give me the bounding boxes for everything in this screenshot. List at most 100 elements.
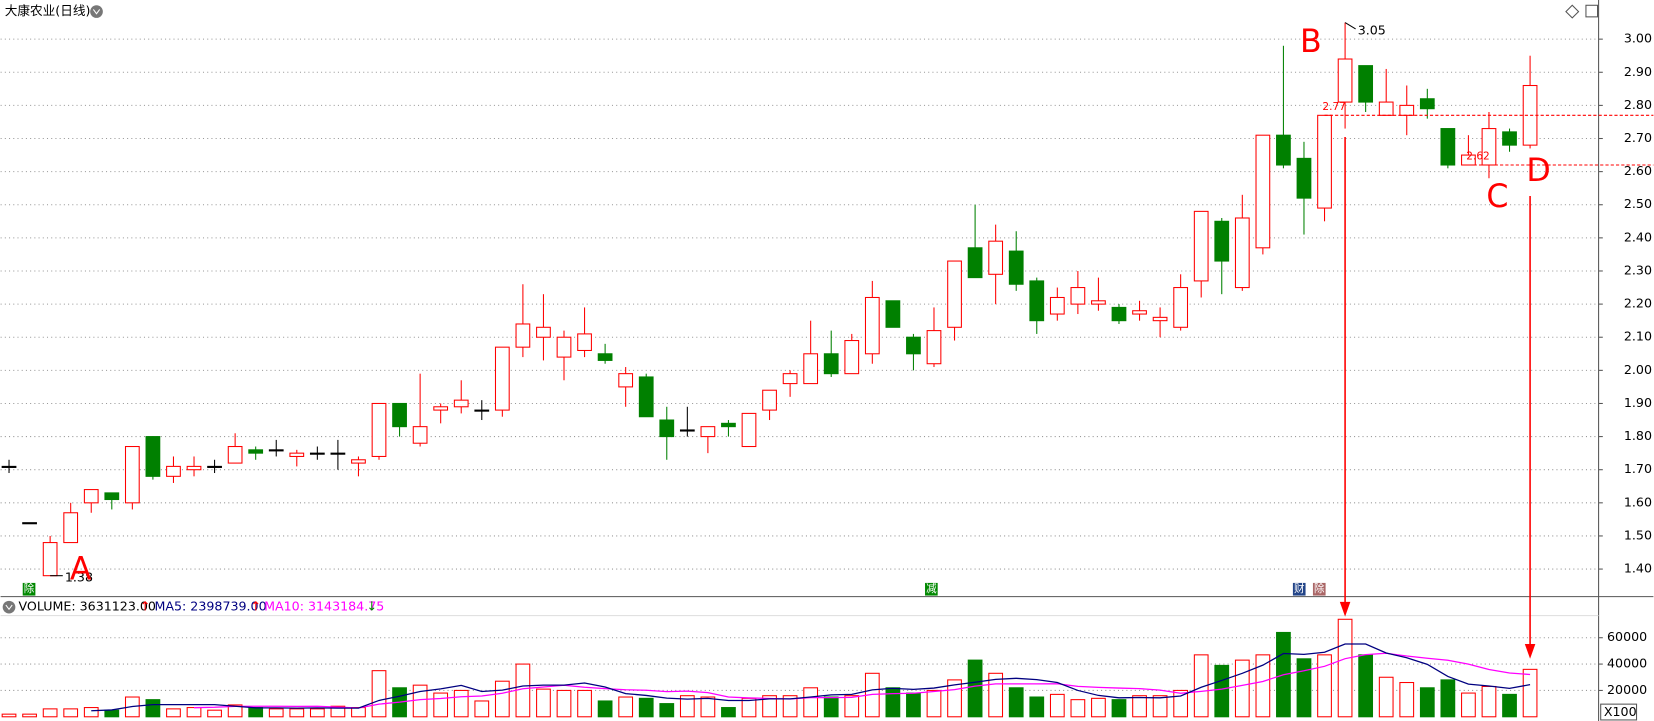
candle-body (638, 376, 654, 418)
volume-bar (1193, 654, 1209, 718)
candle-body (741, 412, 757, 448)
candle-body (1296, 157, 1312, 199)
y-tick-label: 60000 (1607, 629, 1647, 644)
window-button[interactable] (1585, 4, 1599, 18)
volume-header: VOLUME: 3631123.00 ↑ MA5: 2398739.00 ↑ M… (19, 599, 385, 614)
candle-body (1481, 128, 1497, 166)
candle-body (1419, 98, 1435, 110)
volume-bar (1440, 679, 1456, 718)
volume-bar (474, 700, 490, 718)
candle-body (330, 452, 346, 455)
candle-body (1193, 210, 1209, 282)
candle-body (1440, 128, 1456, 166)
volume-bar (741, 697, 757, 718)
candle-body (679, 429, 695, 432)
volume-bar (679, 695, 695, 718)
candle-body (721, 422, 736, 428)
candle-body (947, 260, 962, 328)
candle-body (1091, 300, 1106, 305)
volume-bar (618, 696, 634, 718)
candle-body (597, 353, 613, 361)
volume-bar (1337, 618, 1353, 718)
y-tick-label: 2.10 (1624, 329, 1652, 344)
candle-body (166, 465, 181, 477)
candle-body (1317, 114, 1332, 209)
volume-menu[interactable] (2, 600, 16, 614)
volume-bar (1132, 695, 1147, 718)
event-icon-box (1292, 582, 1306, 596)
extreme-pointer (1344, 22, 1356, 30)
volume-bar (494, 680, 510, 718)
candle-body (227, 445, 243, 464)
y-tick-label: 1.80 (1624, 428, 1652, 443)
volume-bar (63, 708, 79, 718)
candle-body (124, 445, 140, 504)
candle-body (474, 409, 490, 412)
event-icon-box (925, 582, 938, 596)
y-tick-label: 1.40 (1624, 561, 1652, 576)
candle-body (1008, 250, 1024, 285)
candle-body (1132, 310, 1147, 315)
volume-bar (659, 703, 675, 718)
candle-body (536, 326, 551, 338)
volume-bar (556, 689, 572, 718)
volume-bar (1399, 681, 1415, 718)
candle-body (988, 240, 1004, 275)
candle-body (1358, 65, 1374, 103)
volume-bar (1214, 664, 1230, 718)
y-tick-label: 2.20 (1624, 296, 1652, 311)
volume-bar (1111, 699, 1127, 718)
candle-body (83, 489, 99, 504)
volume-bar (1008, 687, 1024, 718)
candle-body (1214, 220, 1230, 262)
candle-body (577, 333, 592, 352)
candle-body (1029, 280, 1045, 322)
annotation-letter: A (70, 551, 92, 587)
volume-bar (906, 692, 921, 718)
candle-body (1070, 287, 1086, 305)
candle-body (145, 436, 161, 477)
y-tick-label: 1.60 (1624, 494, 1652, 509)
title-menu[interactable] (90, 5, 103, 18)
volume-bar (42, 708, 58, 718)
y-tick-label: 2.50 (1624, 196, 1652, 211)
volume-bar (967, 659, 983, 718)
volume-bar (433, 692, 449, 718)
y-tick-label: 3.00 (1624, 31, 1652, 46)
y-tick-label: 2.90 (1624, 64, 1652, 79)
level-label: 2.77 (1322, 101, 1345, 113)
y-tick-label: 40000 (1607, 656, 1647, 671)
candle-body (844, 340, 860, 375)
extreme-label: 1.38 (65, 569, 93, 584)
diamond-button[interactable] (1565, 4, 1580, 19)
y-tick-label: 2.40 (1624, 229, 1652, 244)
candle-body (885, 300, 901, 328)
volume-bar (1029, 696, 1045, 718)
volume-bar (1, 713, 17, 718)
volume-bar (1255, 654, 1271, 718)
ma5-arrow: ↑ (250, 599, 261, 614)
candle-body (63, 512, 79, 544)
volume-bar (186, 707, 202, 718)
volume-bar (1173, 689, 1189, 718)
volume-bar (721, 707, 736, 718)
candle-body (1399, 104, 1415, 116)
volume-bar (700, 696, 716, 718)
volume-bar (1152, 695, 1168, 718)
candle-body (351, 459, 366, 464)
candle-body (392, 402, 407, 428)
volume-bar (597, 700, 613, 718)
candle-body (1, 465, 17, 468)
volume-bar (1461, 692, 1476, 718)
candle-body (371, 402, 387, 457)
arrow-head (1339, 601, 1351, 617)
volume-bar (1234, 659, 1250, 718)
ma10-line (194, 652, 1531, 709)
event-icon: 除 (1314, 582, 1325, 595)
volume-bar (268, 708, 284, 718)
candle-body (1255, 134, 1271, 249)
volume-bar (823, 696, 839, 718)
volume-bar (1378, 676, 1394, 718)
ma10-label: MA10: 3143184.75 (264, 599, 384, 614)
volume-bar (638, 697, 654, 718)
